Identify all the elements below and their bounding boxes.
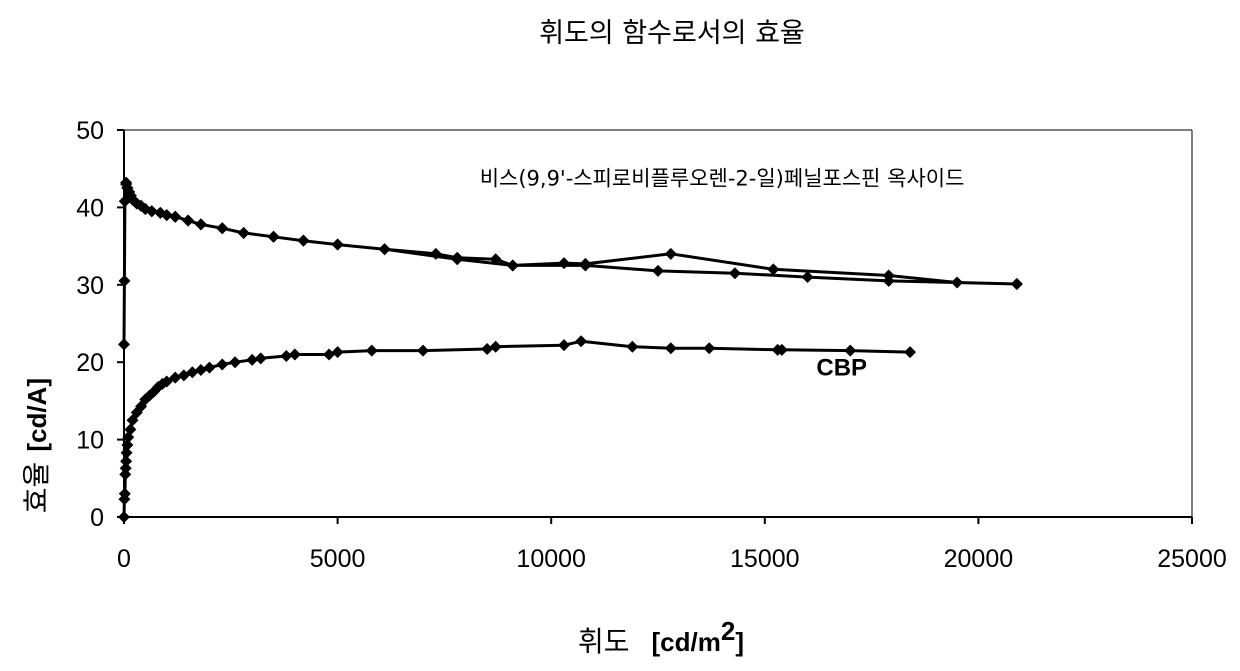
data-point — [665, 342, 677, 354]
x-tick-label: 15000 — [730, 545, 800, 573]
y-tick-label: 50 — [76, 117, 104, 145]
data-point — [195, 218, 207, 230]
y-tick-label: 20 — [76, 349, 104, 377]
chart-title: 휘도의 함수로서의 효율 — [539, 18, 805, 49]
data-point — [904, 346, 916, 358]
data-point — [332, 239, 344, 251]
data-point — [703, 342, 715, 354]
series-layer — [118, 177, 1023, 523]
y-axis-label-kor: 효율 — [20, 462, 53, 514]
y-axis-label-unit: [cd/A] — [22, 378, 52, 452]
data-point — [289, 348, 301, 360]
data-point — [579, 259, 591, 271]
y-tick-label: 10 — [76, 427, 104, 455]
data-point — [481, 343, 493, 355]
data-point — [507, 259, 519, 271]
data-point — [118, 338, 130, 350]
data-point — [203, 362, 215, 374]
data-point — [767, 263, 779, 275]
series-label-cbp: CBP — [816, 354, 867, 381]
data-point — [366, 345, 378, 357]
x-ticks: 0 5000 10000 15000 20000 25000 — [117, 517, 1227, 573]
data-point — [417, 345, 429, 357]
data-point — [182, 215, 194, 227]
data-point — [216, 222, 228, 234]
data-point — [118, 511, 130, 523]
x-tick-label: 20000 — [944, 545, 1014, 573]
data-point — [626, 341, 638, 353]
data-point — [323, 348, 335, 360]
data-point — [238, 227, 250, 239]
data-point — [652, 265, 664, 277]
data-point — [558, 339, 570, 351]
data-point — [229, 356, 241, 368]
x-axis-label: 휘도 [cd/m2] — [578, 616, 744, 658]
y-ticks: 0 10 20 30 40 50 — [76, 117, 124, 532]
data-point — [490, 341, 502, 353]
series-line — [124, 183, 1017, 345]
y-tick-label: 0 — [90, 504, 104, 532]
y-tick-label: 40 — [76, 194, 104, 222]
x-axis-label-unit: [cd/m — [652, 627, 721, 657]
series-1 — [118, 335, 916, 523]
x-tick-label: 0 — [117, 545, 131, 573]
data-point — [451, 253, 463, 265]
data-point — [575, 335, 587, 347]
x-axis-label-unit-end: ] — [735, 627, 744, 657]
series-line — [124, 341, 910, 517]
series-0 — [118, 177, 1023, 351]
x-tick-label: 25000 — [1157, 545, 1227, 573]
data-point — [268, 231, 280, 243]
data-point — [255, 352, 267, 364]
data-point — [951, 276, 963, 288]
x-axis-label-kor: 휘도 — [578, 625, 630, 658]
data-point — [665, 248, 677, 260]
x-tick-label: 10000 — [516, 545, 586, 573]
x-tick-label: 5000 — [310, 545, 366, 573]
x-axis-label-unit-sup: 2 — [721, 616, 735, 646]
data-point — [216, 359, 228, 371]
data-point — [297, 235, 309, 247]
data-point — [195, 364, 207, 376]
y-axis-label: 효율 [cd/A] — [20, 378, 53, 513]
data-point — [332, 346, 344, 358]
data-point — [729, 267, 741, 279]
data-point — [1011, 278, 1023, 290]
series-label-phosphine-oxide: 비스(9,9'-스피로비플루오렌-2-일)페닐포스핀 옥사이드 — [480, 167, 965, 191]
data-point — [558, 257, 570, 269]
efficiency-chart: 휘도의 함수로서의 효율 0 10 20 30 40 50 0 5000 10000 15000… — [0, 0, 1240, 671]
y-tick-label: 30 — [76, 272, 104, 300]
data-point — [379, 243, 391, 255]
